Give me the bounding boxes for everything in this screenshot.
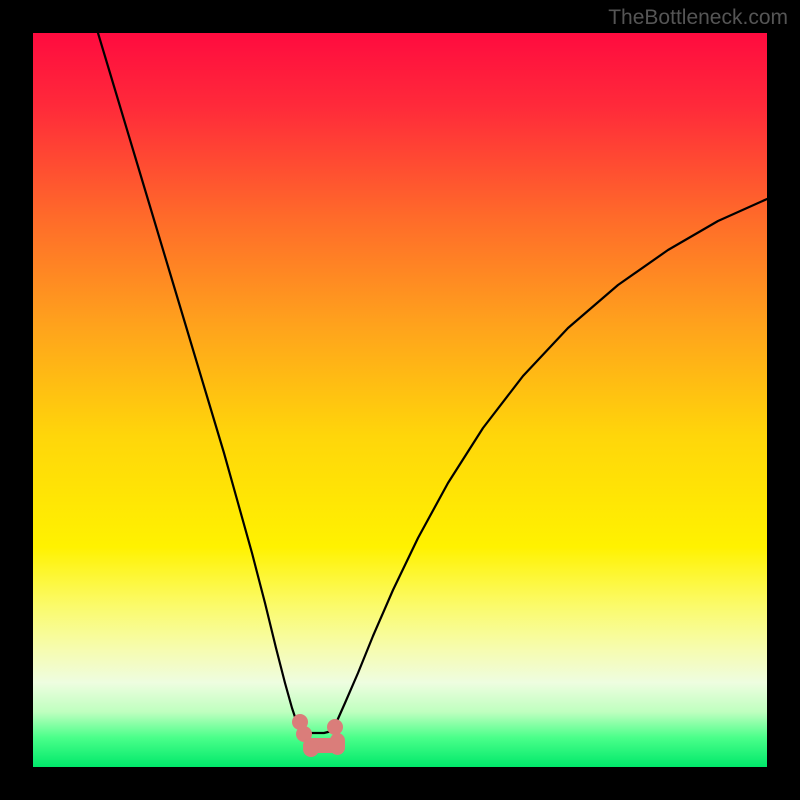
plot-area bbox=[33, 33, 767, 767]
bottleneck-curve bbox=[98, 33, 767, 733]
plot-svg bbox=[33, 33, 767, 767]
curve-marker bbox=[303, 741, 319, 757]
watermark-text: TheBottleneck.com bbox=[608, 6, 788, 30]
curve-marker bbox=[327, 719, 343, 735]
curve-marker bbox=[330, 733, 345, 755]
